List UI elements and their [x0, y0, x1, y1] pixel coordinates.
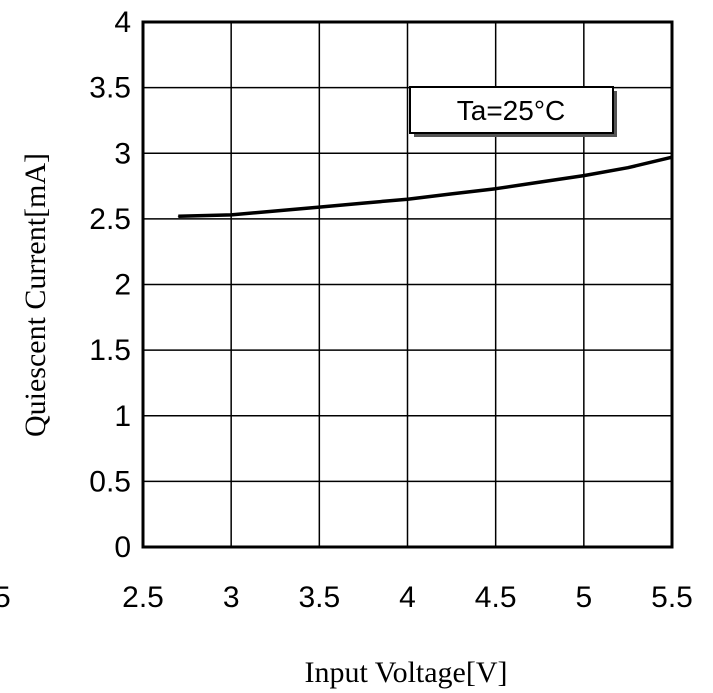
annotation-frame — [409, 86, 614, 134]
clipped-left-label: 5 — [0, 581, 11, 614]
x-tick-label: 3.5 — [298, 581, 340, 614]
annotation-box: Ta=25°C — [409, 86, 617, 137]
y-tick-label: 3 — [114, 137, 131, 170]
x-axis-title: Input Voltage[V] — [304, 656, 507, 689]
data-point — [583, 175, 585, 177]
x-tick-label: 4.5 — [475, 581, 517, 614]
x-tick-label: 4 — [399, 581, 416, 614]
x-tick-labels: 2.5 3 3.5 4 4.5 5 5.5 — [122, 581, 693, 614]
y-tick-label: 2 — [114, 269, 131, 302]
y-tick-label: 1 — [114, 400, 131, 433]
y-axis-title: Quiescent Current[mA] — [19, 153, 52, 437]
data-point — [671, 156, 673, 158]
data-point — [177, 215, 179, 217]
data-point — [318, 206, 320, 208]
data-point — [451, 193, 453, 195]
data-point — [539, 181, 541, 183]
series-line — [178, 155, 673, 219]
annotation-label: Ta=25°C — [457, 95, 566, 126]
x-tick-label: 5 — [575, 581, 592, 614]
grid-lines — [142, 21, 673, 548]
data-point — [495, 188, 497, 190]
y-tick-label: 3.5 — [89, 72, 131, 105]
y-tick-label: 1.5 — [89, 334, 131, 367]
plot-area-frame — [141, 20, 674, 549]
y-tick-label: 4 — [114, 6, 131, 39]
y-tick-label: 2.5 — [89, 203, 131, 236]
data-point — [627, 167, 629, 169]
data-point — [362, 202, 364, 204]
series-layer — [177, 155, 673, 219]
x-tick-label: 5.5 — [651, 581, 693, 614]
x-tick-label: 3 — [223, 581, 240, 614]
y-tick-label: 0 — [114, 531, 131, 564]
x-tick-label: 2.5 — [122, 581, 164, 614]
data-point — [407, 198, 408, 200]
data-point — [230, 214, 232, 216]
y-tick-label: 0.5 — [89, 465, 131, 498]
data-point — [274, 210, 276, 212]
y-tick-labels: 0 0.5 1 1.5 2 2.5 3 3.5 4 — [89, 6, 131, 564]
